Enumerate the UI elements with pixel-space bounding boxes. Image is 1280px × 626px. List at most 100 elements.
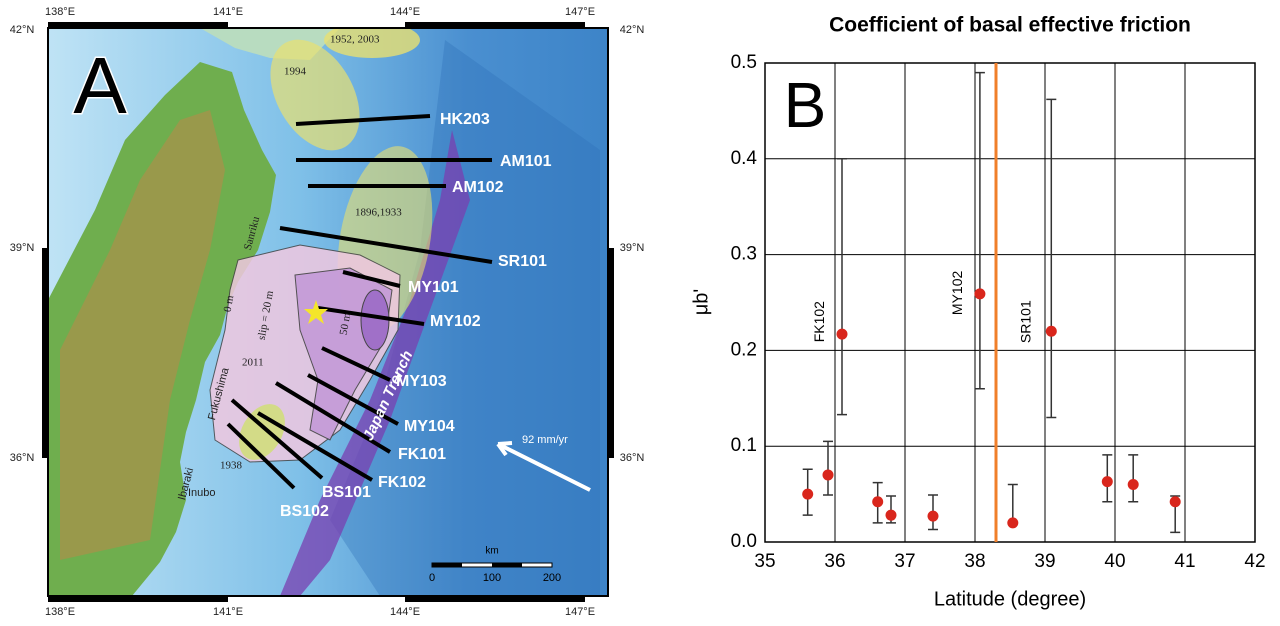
x-tick-label: 41	[1174, 551, 1195, 572]
annotation: Inubo	[188, 487, 216, 499]
profile-label: FK102	[378, 474, 426, 491]
data-point	[1045, 325, 1057, 337]
scale-label: 200	[543, 572, 561, 584]
trench	[280, 130, 470, 596]
profile-label: BS101	[322, 484, 371, 501]
data-point	[802, 488, 814, 500]
profile-label: BS102	[280, 503, 329, 520]
frame-segment	[42, 248, 48, 458]
mountains	[60, 110, 225, 560]
profile-label: AM101	[500, 153, 552, 170]
data-point	[1101, 476, 1113, 488]
scale-bar-rect	[492, 563, 522, 567]
y-tick-label: 0.1	[731, 435, 757, 456]
x-tick-label: 40	[1104, 551, 1125, 572]
error-bar	[823, 440, 833, 496]
data-point	[822, 469, 834, 481]
annotation: 1938	[220, 460, 243, 472]
profile-label: HK203	[440, 111, 490, 128]
data-point	[885, 509, 897, 521]
profile-label: MY104	[404, 418, 455, 435]
frame-segment	[405, 596, 585, 602]
frame-segment	[48, 22, 228, 28]
panel-label: A	[73, 41, 127, 130]
lon-label: 147°E	[565, 606, 595, 618]
lon-label: 144°E	[390, 6, 420, 18]
epicenter-star	[304, 300, 328, 324]
data-point	[1007, 517, 1019, 529]
profile-line	[230, 398, 324, 480]
profile-label: AM102	[452, 179, 504, 196]
scale-label: 0	[429, 572, 435, 584]
x-tick-label: 35	[754, 551, 775, 572]
data-point	[872, 496, 884, 508]
plot-frame	[764, 62, 1256, 543]
error-bar	[1046, 98, 1057, 419]
x-axis-label: Latitude (degree)	[934, 588, 1086, 610]
annotation: MY102	[949, 271, 965, 316]
y-tick-label: 0.4	[731, 148, 758, 169]
deep-sea	[330, 40, 600, 596]
lat-label: 42°N	[620, 24, 645, 36]
y-tick-label: 0.0	[731, 531, 757, 552]
lon-label: 138°E	[45, 606, 75, 618]
profile-label: MY102	[430, 313, 481, 330]
annotation: 1994	[284, 66, 307, 78]
lat-label: 36°N	[620, 452, 645, 464]
annotation: 50 m	[338, 311, 354, 335]
error-bar	[1007, 483, 1018, 524]
y-tick-label: 0.5	[731, 52, 757, 73]
profile-label: MY101	[408, 279, 459, 296]
error-bar	[1128, 454, 1139, 503]
annotation: 1952, 2003	[330, 34, 380, 46]
map-panel: HK203 AM101 AM102 SR101 MY101 MY102 MY10…	[10, 6, 645, 618]
x-tick-label: 42	[1244, 551, 1265, 572]
chart-title: Coefficient of basal effective friction	[829, 14, 1191, 37]
frame-segment	[405, 22, 585, 28]
rupture-zone	[324, 28, 420, 58]
data-point	[1169, 496, 1181, 508]
lon-label: 144°E	[390, 606, 420, 618]
panel-label: B	[784, 69, 827, 141]
frame-ticks	[42, 22, 614, 602]
lat-label: 42°N	[10, 24, 35, 36]
x-tick-label: 38	[964, 551, 985, 572]
error-bar	[837, 158, 847, 416]
lat-label: 36°N	[10, 452, 35, 464]
data-point	[1127, 479, 1139, 491]
scale-label: 100	[483, 572, 501, 584]
profile-line	[279, 226, 493, 264]
scale-unit: km	[485, 546, 498, 557]
annotation: 2011	[242, 357, 264, 369]
lon-label: 138°E	[45, 6, 75, 18]
profile-label: FK101	[398, 446, 446, 463]
lon-label: 141°E	[213, 6, 243, 18]
frame-segment	[48, 596, 228, 602]
annotation: 0 m	[222, 294, 237, 313]
profile-line	[307, 373, 399, 426]
data-point	[927, 510, 939, 522]
annotation: 1896,1933	[355, 207, 402, 219]
profile-label: MY103	[396, 373, 447, 390]
data-point	[974, 288, 986, 300]
annotation: 92 mm/yr	[522, 434, 568, 446]
lat-label: 39°N	[10, 242, 35, 254]
profile-label: SR101	[498, 253, 547, 270]
frame-segment	[608, 248, 614, 458]
annotation: FK102	[811, 301, 827, 342]
y-axis-label: μb'	[690, 289, 712, 315]
lon-label: 147°E	[565, 6, 595, 18]
lon-label: 141°E	[213, 606, 243, 618]
lat-label: 39°N	[620, 242, 645, 254]
scale-bar-rect	[432, 563, 462, 567]
annotation: SR101	[1018, 300, 1034, 343]
x-tick-label: 36	[824, 551, 845, 572]
profile-line	[317, 306, 425, 326]
x-tick-label: 39	[1034, 551, 1055, 572]
profile-line	[342, 270, 401, 288]
plate-arrow	[496, 441, 591, 492]
profile-line	[256, 411, 374, 482]
y-tick-label: 0.2	[731, 339, 757, 360]
